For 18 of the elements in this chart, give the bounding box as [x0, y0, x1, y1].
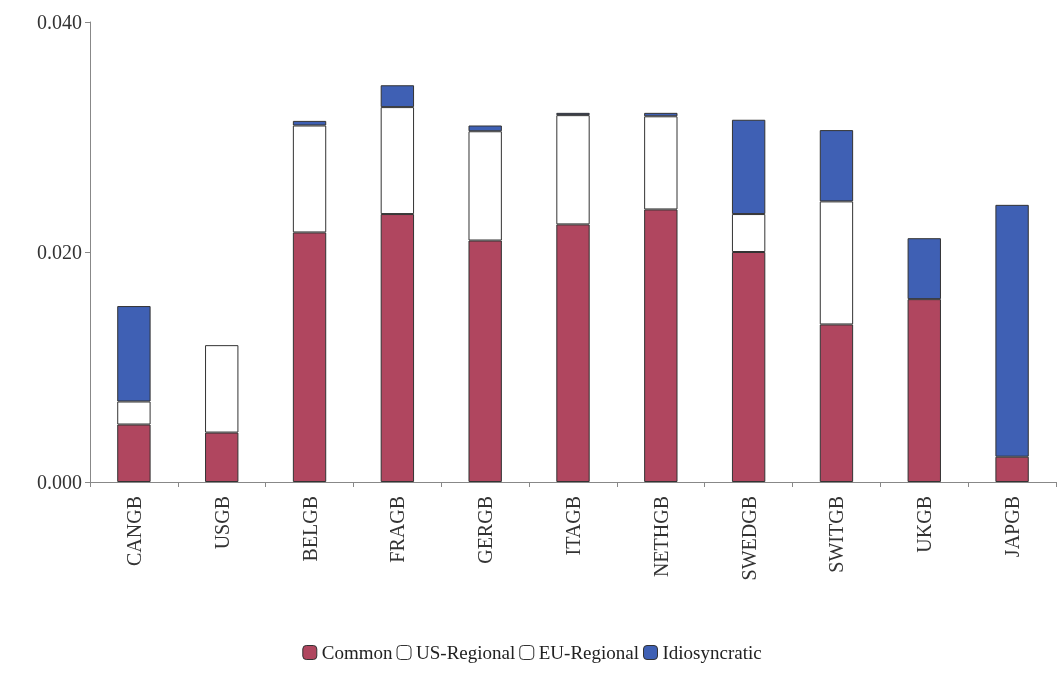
x-tick-label: BELGB [298, 496, 321, 562]
x-tick-label: CANGB [122, 496, 145, 567]
x-tick-label: UKGB [913, 496, 936, 553]
legend-label: EU-Regional [538, 642, 640, 663]
legend-label: Common [321, 642, 394, 663]
legend-label: US-Regional [416, 642, 516, 663]
y-tick-label: 0.040 [37, 11, 82, 33]
x-tick-label: USGB [210, 496, 233, 550]
x-tick-label: SWITGB [825, 496, 848, 573]
y-tick-label: 0.020 [37, 241, 82, 263]
legend-label: Idiosyncratic [662, 642, 762, 663]
x-tick-label: JAPGB [1001, 496, 1024, 558]
x-tick-label: FRAGB [386, 496, 409, 563]
x-tick-label: ITAGB [562, 496, 584, 556]
x-tick-label: SWEDGB [737, 496, 760, 581]
y-tick-label: 0.000 [37, 471, 82, 493]
x-tick-label: NETHGB [649, 496, 672, 578]
x-tick-label: GERGB [474, 496, 497, 564]
